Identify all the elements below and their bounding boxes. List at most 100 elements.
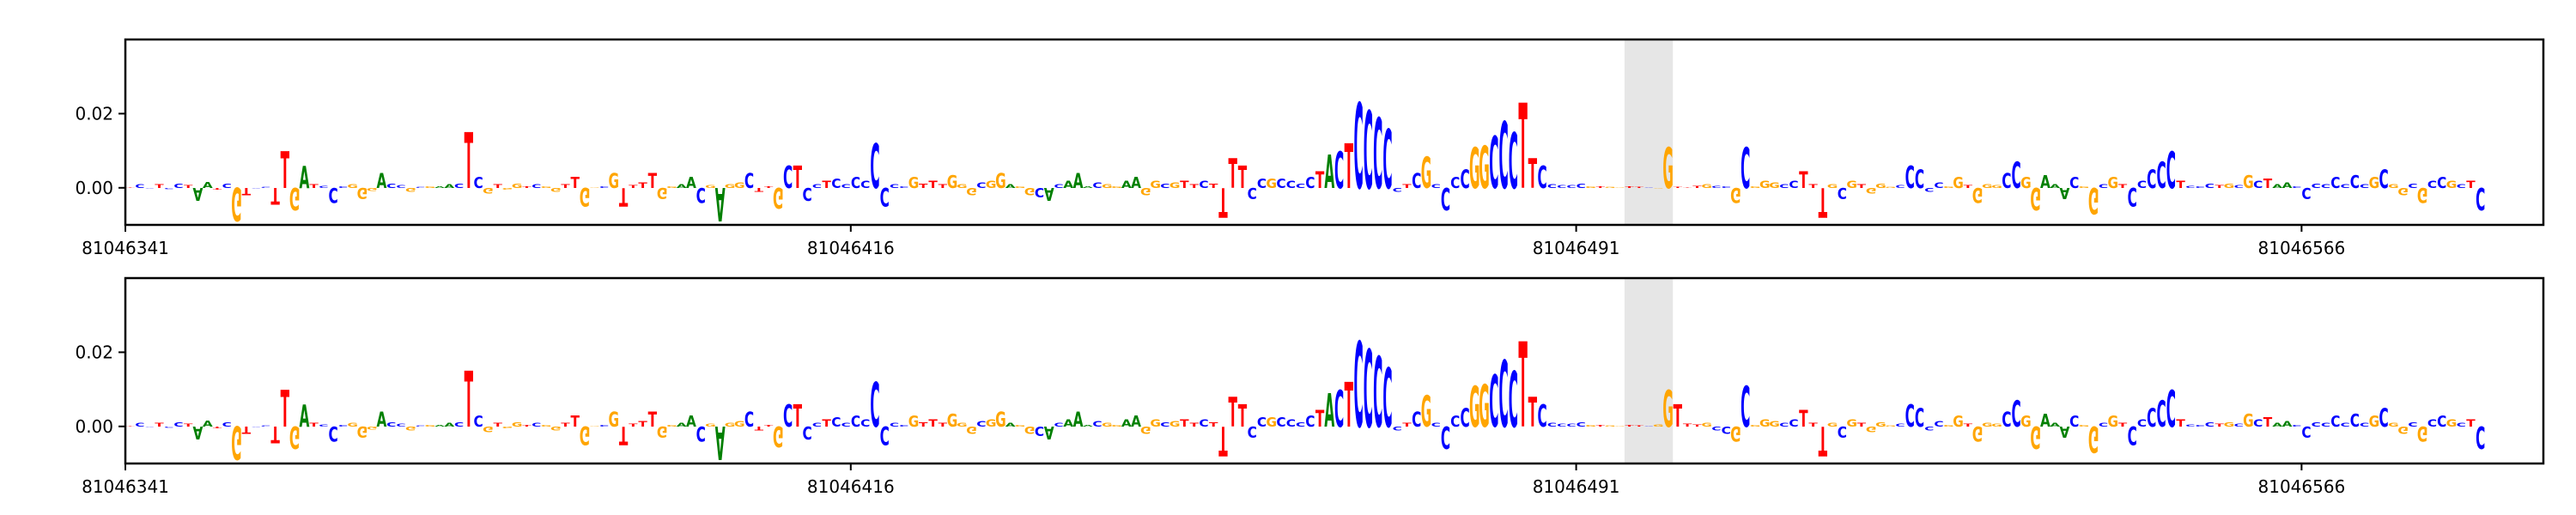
x-tick-label: 81046341: [82, 476, 169, 497]
base-letter-G: G: [666, 424, 677, 427]
base-letter-T: T: [2466, 417, 2476, 429]
base-letter-C: C: [1509, 357, 1518, 445]
base-letter-T: T: [571, 413, 580, 430]
base-letter-G: G: [347, 183, 358, 189]
base-letter-G: G: [908, 413, 920, 430]
base-letter-A: A: [1324, 147, 1334, 199]
base-letter-C: C: [261, 425, 270, 427]
base-letter-C: C: [386, 182, 396, 189]
logo-panel-top: T C C T C C T A A T C G T C C T T GA T C C C GGG A C CG C G A A C T C G T G…: [75, 38, 2545, 258]
base-letter-T: T: [638, 180, 647, 190]
base-letter-T: T: [309, 183, 319, 189]
base-letter-C: C: [2360, 183, 2369, 189]
base-letter-G: G: [580, 420, 591, 450]
base-letter-G: G: [1759, 179, 1771, 191]
base-letter-C: C: [1354, 318, 1364, 454]
base-letter-G: G: [2397, 185, 2409, 197]
base-letter-C: C: [1276, 415, 1285, 430]
base-letter-G: G: [502, 426, 513, 428]
base-letter-G: G: [666, 185, 677, 188]
base-letter-C: C: [1566, 422, 1576, 427]
base-letter-G: G: [2107, 413, 2118, 430]
base-letter-G: G: [1614, 187, 1625, 188]
base-letter-A: A: [1044, 183, 1055, 203]
base-letter-C: C: [2166, 142, 2176, 200]
base-letter-G: G: [957, 421, 968, 427]
base-letter-G: G: [1662, 380, 1674, 439]
base-letter-T: T: [1857, 183, 1867, 189]
base-letter-C: C: [744, 407, 754, 431]
base-letter-C: C: [899, 425, 908, 427]
base-letter-G: G: [773, 420, 784, 452]
base-letter-C: C: [2205, 182, 2215, 189]
base-letter-G: G: [2224, 421, 2235, 427]
base-letter-C: C: [1895, 422, 1905, 427]
base-letter-C: C: [1566, 184, 1576, 189]
base-letter-G: G: [1614, 426, 1625, 427]
base-letter-A: A: [686, 174, 696, 191]
base-letter-C: C: [2128, 181, 2137, 211]
base-letter-G: G: [1421, 147, 1432, 198]
base-letter-G: G: [2417, 421, 2428, 445]
base-letter-C: C: [2321, 421, 2330, 427]
base-letter-G: G: [367, 187, 378, 192]
base-letter-G: G: [1140, 185, 1151, 197]
base-letter-T: T: [1528, 390, 1537, 437]
base-letter-C: C: [1257, 176, 1267, 191]
base-letter-G: G: [1759, 417, 1771, 429]
base-letter-T: T: [629, 422, 638, 427]
base-letter-C: C: [1305, 174, 1315, 191]
base-letter-C: C: [1577, 421, 1586, 427]
base-letter-T: T: [1674, 186, 1683, 188]
base-letter-T: T: [1683, 187, 1692, 188]
base-letter-C: C: [2234, 422, 2244, 427]
base-letter-T: T: [764, 185, 774, 188]
base-letter-C: C: [1035, 185, 1044, 200]
base-letter-A: A: [203, 420, 213, 429]
base-letter-A: A: [377, 168, 387, 192]
base-letter-A: A: [1324, 385, 1334, 438]
base-letter-T: T: [270, 181, 280, 208]
base-letter-C: C: [2234, 184, 2244, 189]
base-letter-C: C: [2312, 421, 2321, 427]
base-letter-T: T: [309, 421, 319, 427]
base-letter-C: C: [870, 371, 879, 442]
x-tick-label: 81046491: [1533, 476, 1620, 497]
base-letter-T: T: [1799, 407, 1808, 433]
base-letter-T: T: [1528, 151, 1537, 198]
base-letter-T: T: [1819, 178, 1827, 225]
base-letter-C: C: [1711, 185, 1721, 189]
base-letter-C: C: [890, 183, 899, 189]
base-letter-T: T: [2118, 183, 2128, 189]
base-letter-C: C: [2350, 411, 2360, 432]
base-letter-G: G: [1605, 186, 1616, 188]
base-letter-C: C: [2476, 419, 2485, 453]
base-letter-G: G: [1266, 176, 1277, 191]
base-letter-C: C: [1373, 337, 1382, 449]
base-letter-T: T: [1964, 422, 1973, 427]
base-letter-G: G: [947, 173, 958, 193]
base-letter-G: G: [966, 423, 977, 435]
base-letter-A: A: [1131, 174, 1141, 191]
base-letter-T: T: [2118, 421, 2128, 427]
base-letter-C: C: [1789, 179, 1798, 191]
base-letter-C: C: [2156, 395, 2166, 436]
base-letter-T: T: [1209, 421, 1219, 427]
base-letter-G: G: [1953, 413, 1964, 430]
base-letter-C: C: [329, 421, 338, 445]
base-letter-C: C: [1711, 425, 1721, 431]
base-letter-G: G: [502, 187, 513, 190]
base-letter-T: T: [1180, 417, 1189, 429]
base-letter-C: C: [783, 400, 793, 434]
base-letter-C: C: [1257, 415, 1267, 430]
base-letter-T: T: [1228, 390, 1236, 437]
base-letter-C: C: [2166, 380, 2176, 439]
base-letter-C: C: [1334, 142, 1344, 200]
base-letter-C: C: [783, 161, 793, 196]
base-letter-C: C: [802, 421, 811, 442]
base-letter-G: G: [1769, 419, 1780, 428]
base-letter-C: C: [1393, 425, 1402, 431]
base-letter-C: C: [1054, 183, 1063, 189]
base-letter-G: G: [1140, 423, 1151, 435]
base-letter-C: C: [802, 183, 811, 203]
